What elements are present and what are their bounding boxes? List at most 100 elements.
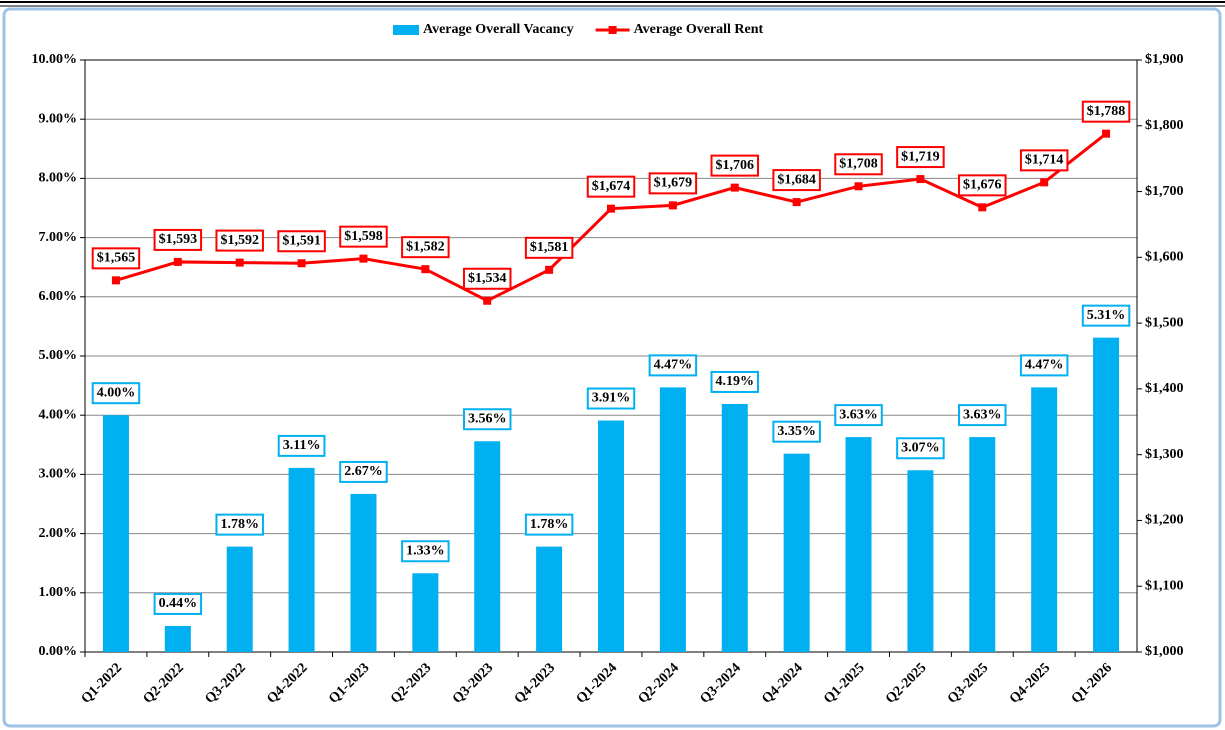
data-label: $1,598 — [344, 229, 383, 244]
bar — [783, 453, 810, 652]
bar — [226, 546, 253, 652]
bar — [969, 437, 996, 652]
data-label-box — [277, 230, 326, 253]
data-label: $1,565 — [97, 251, 136, 266]
data-label-box — [958, 174, 1007, 197]
data-label: 1.78% — [530, 517, 569, 532]
data-label: $1,706 — [716, 158, 755, 173]
y2-tick-label: $1,600 — [1145, 250, 1184, 265]
data-label: $1,534 — [468, 271, 507, 286]
data-label: 5.31% — [1087, 308, 1126, 323]
data-label-box — [215, 513, 264, 536]
data-label-box — [401, 236, 450, 259]
data-label-group: $1,582 — [401, 236, 450, 259]
data-label: 3.91% — [592, 391, 631, 406]
bar — [907, 470, 934, 652]
y-tick-label: 10.00% — [32, 52, 78, 67]
y2-tick-label: $1,800 — [1145, 118, 1184, 133]
marker — [978, 203, 987, 212]
data-label-box — [462, 267, 512, 290]
marker — [854, 182, 863, 191]
data-label-box — [710, 370, 760, 393]
data-label-group: 1.78% — [215, 513, 264, 536]
data-label-group: 3.56% — [462, 408, 512, 431]
y2-tick-label: $1,400 — [1145, 381, 1184, 396]
data-label-box — [339, 225, 388, 248]
y2-tick-label: $1,900 — [1145, 52, 1184, 67]
data-label-box — [339, 460, 388, 483]
bar — [102, 415, 129, 652]
data-label-box — [1081, 304, 1131, 327]
data-label-box — [1081, 100, 1131, 123]
marker — [297, 259, 306, 268]
data-label-box — [462, 408, 512, 431]
data-label-group: 1.33% — [401, 540, 450, 563]
data-label-group: 3.11% — [277, 434, 326, 457]
data-label-group: $1,714 — [1019, 149, 1069, 172]
data-label: 3.56% — [468, 411, 507, 426]
y-tick-label: 6.00% — [39, 289, 78, 304]
data-label: $1,676 — [963, 178, 1002, 193]
data-label-box — [524, 513, 574, 536]
y-tick-label: 9.00% — [39, 111, 78, 126]
data-label-group: 4.00% — [91, 382, 141, 405]
marker — [668, 201, 677, 210]
data-label: $1,593 — [159, 232, 198, 247]
bar — [288, 467, 315, 652]
data-label-group: 0.44% — [153, 592, 203, 615]
data-label: 4.19% — [716, 374, 755, 389]
data-label-group: $1,708 — [834, 153, 883, 176]
data-label-box — [215, 229, 264, 252]
data-label-group: 4.47% — [648, 354, 698, 377]
y2-tick-label: $1,000 — [1145, 644, 1184, 659]
data-label-box — [91, 247, 141, 270]
bar — [1031, 387, 1058, 652]
marker — [359, 254, 368, 263]
data-label-box — [586, 387, 636, 410]
data-label: 3.07% — [901, 440, 940, 455]
data-label-box — [91, 382, 141, 405]
marker — [730, 183, 739, 192]
data-label: $1,719 — [901, 149, 940, 164]
data-label-box — [1019, 149, 1069, 172]
data-label-group: $1,679 — [648, 172, 698, 195]
bar — [659, 387, 686, 652]
y-tick-label: 8.00% — [39, 171, 78, 186]
marker — [173, 257, 182, 266]
marker — [545, 265, 554, 274]
bar — [536, 546, 563, 652]
data-label-box — [834, 153, 883, 176]
data-label-group: $1,591 — [277, 230, 326, 253]
y2-tick-label: $1,700 — [1145, 184, 1184, 199]
data-label: $1,581 — [530, 240, 569, 255]
data-label-group: 3.91% — [586, 387, 636, 410]
data-label-group: $1,719 — [896, 146, 945, 169]
legend-label: Average Overall Vacancy — [423, 22, 574, 37]
y2-tick-label: $1,200 — [1145, 513, 1184, 528]
data-label-box — [710, 154, 760, 177]
data-label-group: 3.63% — [834, 404, 883, 427]
data-label-group: $1,565 — [91, 247, 141, 270]
data-label-group: 4.19% — [710, 370, 760, 393]
data-label-box — [1019, 354, 1069, 377]
data-label-box — [401, 540, 450, 563]
bar — [721, 403, 748, 652]
marker — [483, 296, 492, 305]
data-label-box — [586, 175, 636, 198]
marker — [235, 258, 244, 267]
y2-tick-label: $1,100 — [1145, 578, 1184, 593]
y-tick-label: 5.00% — [39, 348, 78, 363]
data-label-group: $1,676 — [958, 174, 1007, 197]
data-label: 3.63% — [839, 407, 878, 422]
marker — [916, 175, 925, 184]
marker — [1040, 178, 1049, 187]
y-tick-label: 1.00% — [39, 585, 78, 600]
data-label: $1,592 — [220, 233, 259, 248]
data-label: $1,708 — [839, 157, 878, 172]
data-label-group: $1,706 — [710, 154, 760, 177]
data-label-group: $1,592 — [215, 229, 264, 252]
data-label: 3.11% — [283, 438, 321, 453]
data-label: 1.33% — [406, 543, 445, 558]
marker — [1102, 129, 1111, 138]
